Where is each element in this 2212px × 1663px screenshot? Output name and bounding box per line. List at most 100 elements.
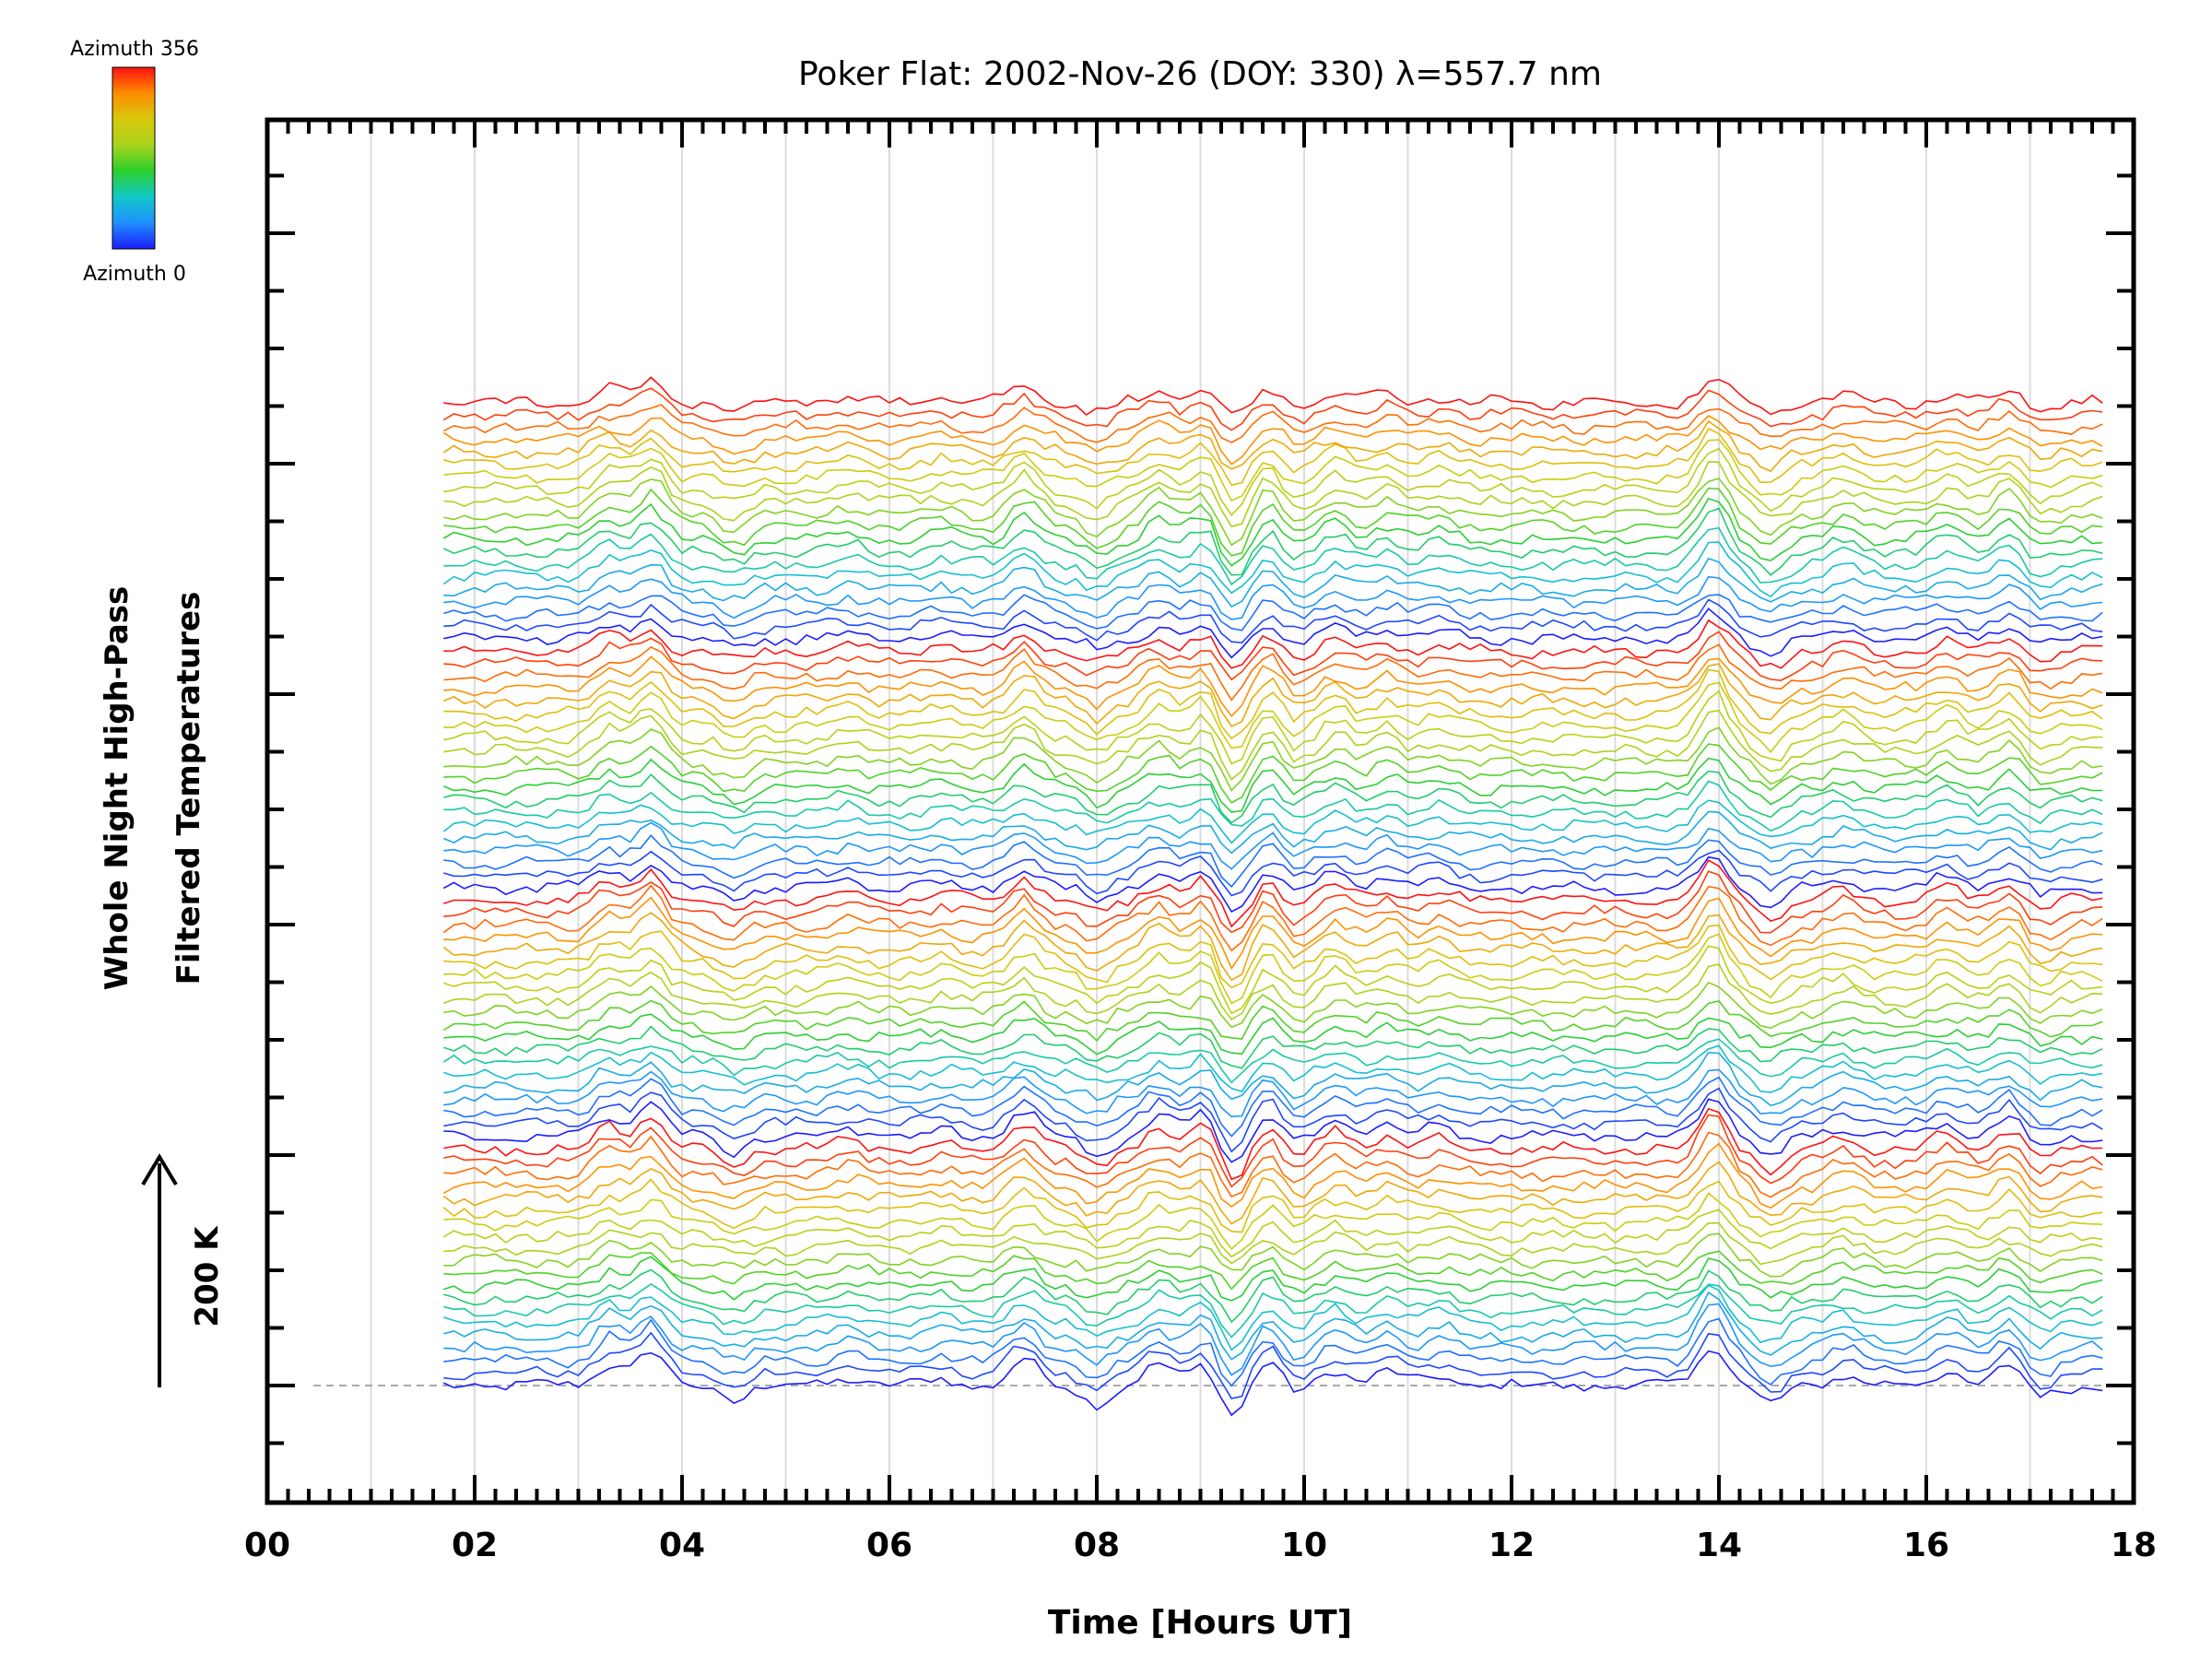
series-line xyxy=(443,1044,2103,1093)
series-line xyxy=(443,1087,2103,1153)
x-tick-label: 12 xyxy=(1488,1527,1535,1564)
series-line xyxy=(443,849,2103,897)
series-line xyxy=(443,1250,2103,1291)
series-line xyxy=(443,1331,2103,1400)
series-line xyxy=(443,690,2103,765)
series-line xyxy=(442,799,2103,844)
x-tick-label: 06 xyxy=(866,1527,912,1564)
colorbar-bottom-label: Azimuth 0 xyxy=(83,263,186,286)
x-tick-label: 10 xyxy=(1281,1527,1327,1564)
x-tick-label: 16 xyxy=(1903,1527,1949,1564)
scale-bar-label: 200 K xyxy=(189,1225,226,1327)
series-line xyxy=(443,1291,2103,1361)
x-tick-label: 00 xyxy=(244,1527,290,1564)
series-line xyxy=(443,557,2103,608)
x-tick-label: 14 xyxy=(1696,1527,1742,1564)
series-line xyxy=(442,999,2103,1042)
colorbar xyxy=(112,66,156,250)
series-line xyxy=(442,1178,2103,1233)
series-line xyxy=(443,1192,2103,1251)
x-tick-label: 04 xyxy=(659,1527,705,1564)
x-tick-label: 02 xyxy=(452,1527,498,1564)
series-line xyxy=(443,1256,2103,1302)
series-line xyxy=(442,497,2103,567)
series-line xyxy=(443,1076,2103,1138)
axis-ticks xyxy=(265,120,2136,1503)
series-line xyxy=(442,404,2103,443)
series-line xyxy=(442,1209,2103,1258)
series-line xyxy=(442,810,2103,855)
series-line xyxy=(443,924,2103,989)
series-line xyxy=(442,912,2103,982)
series-line xyxy=(442,419,2103,473)
series-line xyxy=(442,1161,2103,1225)
x-axis-label: Time [Hours UT] xyxy=(1048,1604,1352,1642)
series-line xyxy=(442,1038,2103,1084)
series-line xyxy=(443,668,2103,740)
series-line xyxy=(442,507,2103,576)
series-line xyxy=(443,460,2103,528)
series-line xyxy=(443,709,2103,781)
series-line xyxy=(442,884,2103,952)
series-line xyxy=(443,478,2103,547)
series-traces xyxy=(442,376,2103,1417)
series-line xyxy=(443,870,2103,934)
series-line xyxy=(443,1051,2103,1107)
series-line xyxy=(443,780,2103,832)
series-line xyxy=(443,1068,2103,1118)
series-line xyxy=(443,631,2103,681)
series-line xyxy=(443,1268,2103,1324)
series-line xyxy=(443,681,2103,754)
series-line xyxy=(443,1233,2103,1278)
series-line xyxy=(443,655,2103,718)
series-line xyxy=(443,1131,2103,1198)
series-line xyxy=(443,1013,2103,1056)
series-line xyxy=(443,643,2103,702)
series-line xyxy=(443,1317,2103,1387)
x-tick-label: 08 xyxy=(1074,1527,1120,1564)
chart-title: Poker Flat: 2002-Nov-26 (DOY: 330) λ=557… xyxy=(798,55,1602,93)
series-line xyxy=(443,428,2103,487)
series-line xyxy=(442,415,2103,466)
series-line xyxy=(442,1350,2103,1417)
series-line xyxy=(443,859,2103,928)
series-line xyxy=(443,594,2103,631)
series-line xyxy=(443,619,2103,669)
y-axis-label-line2: Filtered Temperatures xyxy=(171,592,207,985)
series-line xyxy=(443,1114,2103,1188)
series-line xyxy=(443,487,2103,557)
series-line xyxy=(443,607,2103,659)
series-line xyxy=(443,1107,2103,1181)
series-line xyxy=(443,526,2103,586)
series-line xyxy=(443,770,2103,824)
series-line xyxy=(443,439,2103,502)
series-line xyxy=(443,726,2103,792)
series-line xyxy=(443,833,2103,888)
series-line xyxy=(443,933,2103,1005)
series-line xyxy=(443,1221,2103,1266)
y-axis-label-line1: Whole Night High-Pass xyxy=(99,586,135,991)
colorbar-top-label: Azimuth 356 xyxy=(70,38,199,61)
series-line xyxy=(443,1303,2103,1376)
series-line xyxy=(443,743,2103,804)
series-line xyxy=(442,1142,2103,1209)
series-line xyxy=(442,855,2103,914)
series-line xyxy=(442,757,2103,813)
x-tick-label: 18 xyxy=(2111,1527,2157,1564)
series-line xyxy=(443,1283,2103,1339)
series-line xyxy=(443,962,2103,1021)
series-line xyxy=(442,541,2103,598)
series-line xyxy=(443,376,2103,417)
series-line xyxy=(442,387,2103,431)
x-tick-labels: 00 02 04 06 08 10 12 14 16 18 xyxy=(244,1527,2157,1564)
scale-arrow-head-icon xyxy=(141,1153,178,1186)
series-line xyxy=(443,1025,2103,1069)
series-line xyxy=(443,896,2103,970)
series-line xyxy=(443,981,2103,1030)
series-line xyxy=(443,598,2103,644)
vertical-gridlines xyxy=(370,120,2031,1503)
series-line xyxy=(443,821,2103,870)
series-line xyxy=(443,945,2103,1015)
